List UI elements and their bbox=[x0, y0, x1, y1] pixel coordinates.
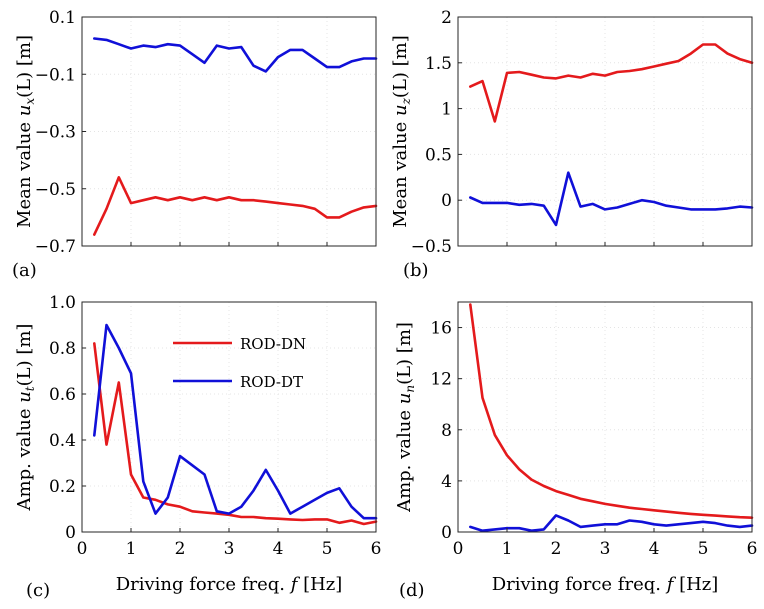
y-tick-label: 0.1 bbox=[49, 8, 76, 28]
y-tick-label: −0.5 bbox=[411, 237, 452, 257]
panel-label: (d) bbox=[399, 580, 425, 601]
series-line-rod-dn bbox=[468, 303, 754, 520]
x-axis-label-units: [Hz] bbox=[297, 574, 342, 595]
y-tick-label: 2 bbox=[441, 8, 452, 28]
x-tick-label: 1 bbox=[126, 539, 137, 559]
y-axis-label: Mean value uz(L) [m] bbox=[390, 35, 413, 228]
y-axis-label: Mean value ux(L) [m] bbox=[14, 35, 37, 228]
x-tick-label: 0 bbox=[77, 539, 88, 559]
x-axis-label-text: Driving force freq. bbox=[116, 574, 291, 595]
legend-label-rod-dt: ROD-DT bbox=[240, 373, 303, 391]
y-axis-label-math: u bbox=[394, 393, 415, 405]
y-axis-label-math: u bbox=[14, 105, 35, 117]
x-axis-label-units: [Hz] bbox=[673, 574, 718, 595]
y-tick-label: −0.5 bbox=[35, 180, 76, 200]
x-tick-label: 5 bbox=[322, 539, 333, 559]
y-axis-label-subscript: t bbox=[23, 386, 37, 391]
legend-label-rod-dn: ROD-DN bbox=[240, 335, 306, 353]
series-line-rod-dn bbox=[468, 43, 754, 123]
y-tick-label: 0.5 bbox=[425, 145, 452, 165]
y-tick-label: 1 bbox=[441, 100, 452, 120]
y-axis-label-subscript: z bbox=[399, 97, 413, 105]
series-line-rod-dn bbox=[93, 342, 378, 526]
x-tick-label: 4 bbox=[273, 539, 284, 559]
y-tick-label: 0 bbox=[65, 523, 76, 543]
y-tick-label: 1.0 bbox=[49, 293, 76, 313]
x-tick-label: 0 bbox=[453, 539, 464, 559]
x-tick-label: 2 bbox=[551, 539, 562, 559]
x-tick-label: 3 bbox=[600, 539, 611, 559]
y-tick-label: −0.7 bbox=[35, 237, 76, 257]
series-line-rod-dn bbox=[93, 176, 378, 236]
y-axis-label-units: (L) [m] bbox=[14, 324, 35, 387]
y-axis-label-math: u bbox=[390, 104, 411, 116]
x-tick-label: 6 bbox=[371, 539, 382, 559]
x-axis-label: Driving force freq. f [Hz] bbox=[116, 574, 343, 595]
panel-c: 0 1 2 3 4 5 6 0 0.2 0.4 0.6 0.8 1.0 Amp. value ut(L) … bbox=[14, 293, 381, 601]
x-tick-label: 3 bbox=[224, 539, 235, 559]
series-line-rod-dt bbox=[468, 171, 754, 227]
y-axis-label-text: Amp. value bbox=[394, 404, 415, 513]
y-tick-label: 0.2 bbox=[49, 477, 76, 497]
y-tick-label: 0.8 bbox=[49, 339, 76, 359]
y-axis-label: Amp. value ut(L) [m] bbox=[14, 324, 37, 512]
x-tick-label: 5 bbox=[698, 539, 709, 559]
series-line-rod-dt bbox=[468, 514, 754, 533]
x-tick-label: 2 bbox=[175, 539, 186, 559]
y-tick-label: 8 bbox=[441, 421, 452, 441]
legend: ROD-DN ROD-DT bbox=[173, 335, 306, 391]
panel-label: (b) bbox=[403, 260, 429, 281]
y-tick-label: 16 bbox=[430, 319, 452, 339]
y-axis-label-text: Mean value bbox=[390, 116, 411, 228]
y-tick-label: −0.1 bbox=[35, 65, 76, 85]
y-tick-label: 1.5 bbox=[425, 54, 452, 74]
y-tick-label: 0.6 bbox=[49, 385, 76, 405]
panel-label: (c) bbox=[26, 580, 50, 601]
series-line-rod-dt bbox=[93, 37, 378, 73]
y-axis-label-units: (L) [m] bbox=[394, 322, 415, 385]
y-tick-label: 0 bbox=[441, 523, 452, 543]
y-axis-label-subscript: n bbox=[403, 385, 417, 393]
y-tick-label: 12 bbox=[430, 370, 452, 390]
axes-frame bbox=[457, 301, 753, 533]
y-tick-label: 0 bbox=[441, 191, 452, 211]
y-axis-label-subscript: x bbox=[23, 98, 37, 105]
y-axis-label: Amp. value un(L) [m] bbox=[394, 322, 417, 513]
y-tick-label: −0.3 bbox=[35, 123, 76, 143]
y-axis-label-math: u bbox=[14, 391, 35, 403]
panel-label: (a) bbox=[12, 260, 37, 281]
x-axis-label: Driving force freq. f [Hz] bbox=[492, 574, 719, 595]
axes-frame bbox=[457, 16, 753, 247]
y-axis-label-text: Amp. value bbox=[14, 403, 35, 512]
y-axis-label-text: Mean value bbox=[14, 116, 35, 228]
x-tick-label: 4 bbox=[649, 539, 660, 559]
y-tick-label: 0.4 bbox=[49, 431, 76, 451]
x-tick-label: 6 bbox=[747, 539, 758, 559]
y-axis-label-units: (L) [m] bbox=[390, 35, 411, 98]
series-line-rod-dt bbox=[93, 323, 378, 520]
x-tick-label: 1 bbox=[502, 539, 513, 559]
y-tick-label: 4 bbox=[441, 472, 452, 492]
x-axis-label-text: Driving force freq. bbox=[492, 574, 667, 595]
y-axis-label-units: (L) [m] bbox=[14, 35, 35, 98]
axes-frame bbox=[81, 301, 377, 533]
